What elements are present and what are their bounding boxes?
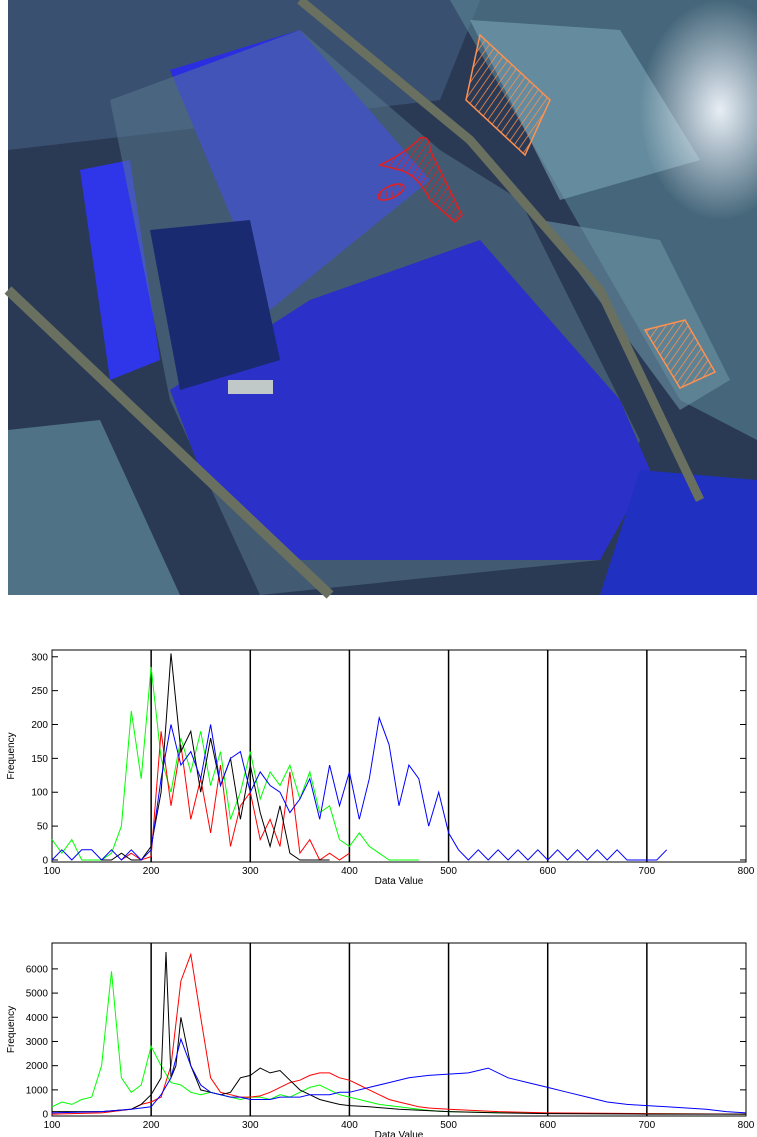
y-axis-label: Frequency (6, 1006, 17, 1053)
x-tick-label: 700 (639, 866, 656, 877)
x-tick-label: 200 (143, 866, 160, 877)
y-axis-label: Frequency (6, 732, 17, 779)
y-tick-label: 2000 (26, 1061, 49, 1072)
chart: 100 200 300 400 500 600 700 800 0 1000 2000 3000 400… (6, 943, 755, 1137)
x-tick-label: 100 (44, 1120, 61, 1131)
x-tick-label: 300 (242, 1120, 259, 1131)
x-tick-label: 300 (242, 866, 259, 877)
y-tick-label: 200 (31, 720, 48, 731)
y-tick-label: 150 (31, 754, 48, 765)
y-tick-label: 50 (37, 822, 49, 833)
x-tick-label: 200 (143, 1120, 160, 1131)
x-tick-label: 800 (738, 866, 755, 877)
x-tick-label: 800 (738, 1120, 755, 1131)
series-line (52, 971, 746, 1114)
series-line (52, 952, 746, 1114)
y-tick-label: 300 (31, 652, 48, 663)
y-tick-label: 100 (31, 788, 48, 799)
satellite-image (8, 0, 757, 595)
plot-frame (52, 943, 746, 1116)
figure: 100 200 300 400 500 600 700 800 0 50 100 150 200 250 3… (0, 0, 757, 1137)
x-tick-label: 700 (639, 1120, 656, 1131)
y-tick-label: 0 (42, 1110, 48, 1121)
page: 100 200 300 400 500 600 700 800 0 50 100 150 200 250 3… (0, 0, 757, 1137)
y-tick-label: 3000 (26, 1037, 49, 1048)
y-tick-label: 5000 (26, 989, 49, 1000)
x-tick-label: 500 (440, 866, 457, 877)
series-line (52, 954, 746, 1114)
y-tick-label: 250 (31, 686, 48, 697)
y-tick-label: 1000 (26, 1085, 49, 1096)
series-line (52, 718, 667, 860)
x-tick-label: 400 (341, 1120, 358, 1131)
x-tick-label: 100 (44, 866, 61, 877)
y-tick-label: 0 (42, 855, 48, 866)
plot-frame (52, 650, 746, 862)
chart: 100 200 300 400 500 600 700 800 0 50 100 150 200 250 3… (6, 650, 755, 887)
x-tick-label: 600 (539, 1120, 556, 1131)
series-line (52, 667, 419, 860)
y-tick-label: 4000 (26, 1013, 49, 1024)
y-tick-label: 6000 (26, 964, 49, 975)
x-tick-label: 500 (440, 1120, 457, 1131)
x-tick-label: 600 (539, 866, 556, 877)
x-axis-label: Data Value (375, 1130, 424, 1137)
x-tick-label: 400 (341, 866, 358, 877)
x-axis-label: Data Value (375, 876, 424, 887)
